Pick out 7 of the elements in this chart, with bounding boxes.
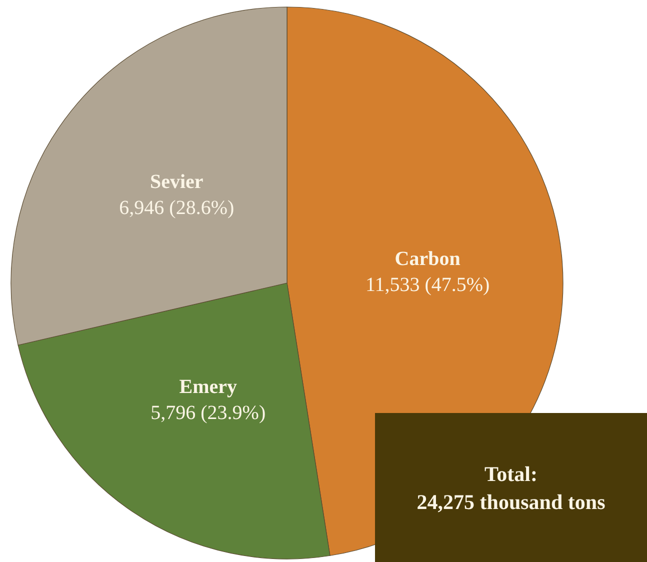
slice-label: Carbon [394,248,460,270]
data-label: 6,946 (28.6%) [119,197,234,220]
data-label: 11,533 (47.5%) [365,274,490,296]
text: Total: 24,275 thousand tons [416,462,606,514]
slice-label: Emery [179,376,238,398]
slice-label: Sevier [150,171,204,194]
data-label: 5,796 (23.9%) [150,402,266,424]
